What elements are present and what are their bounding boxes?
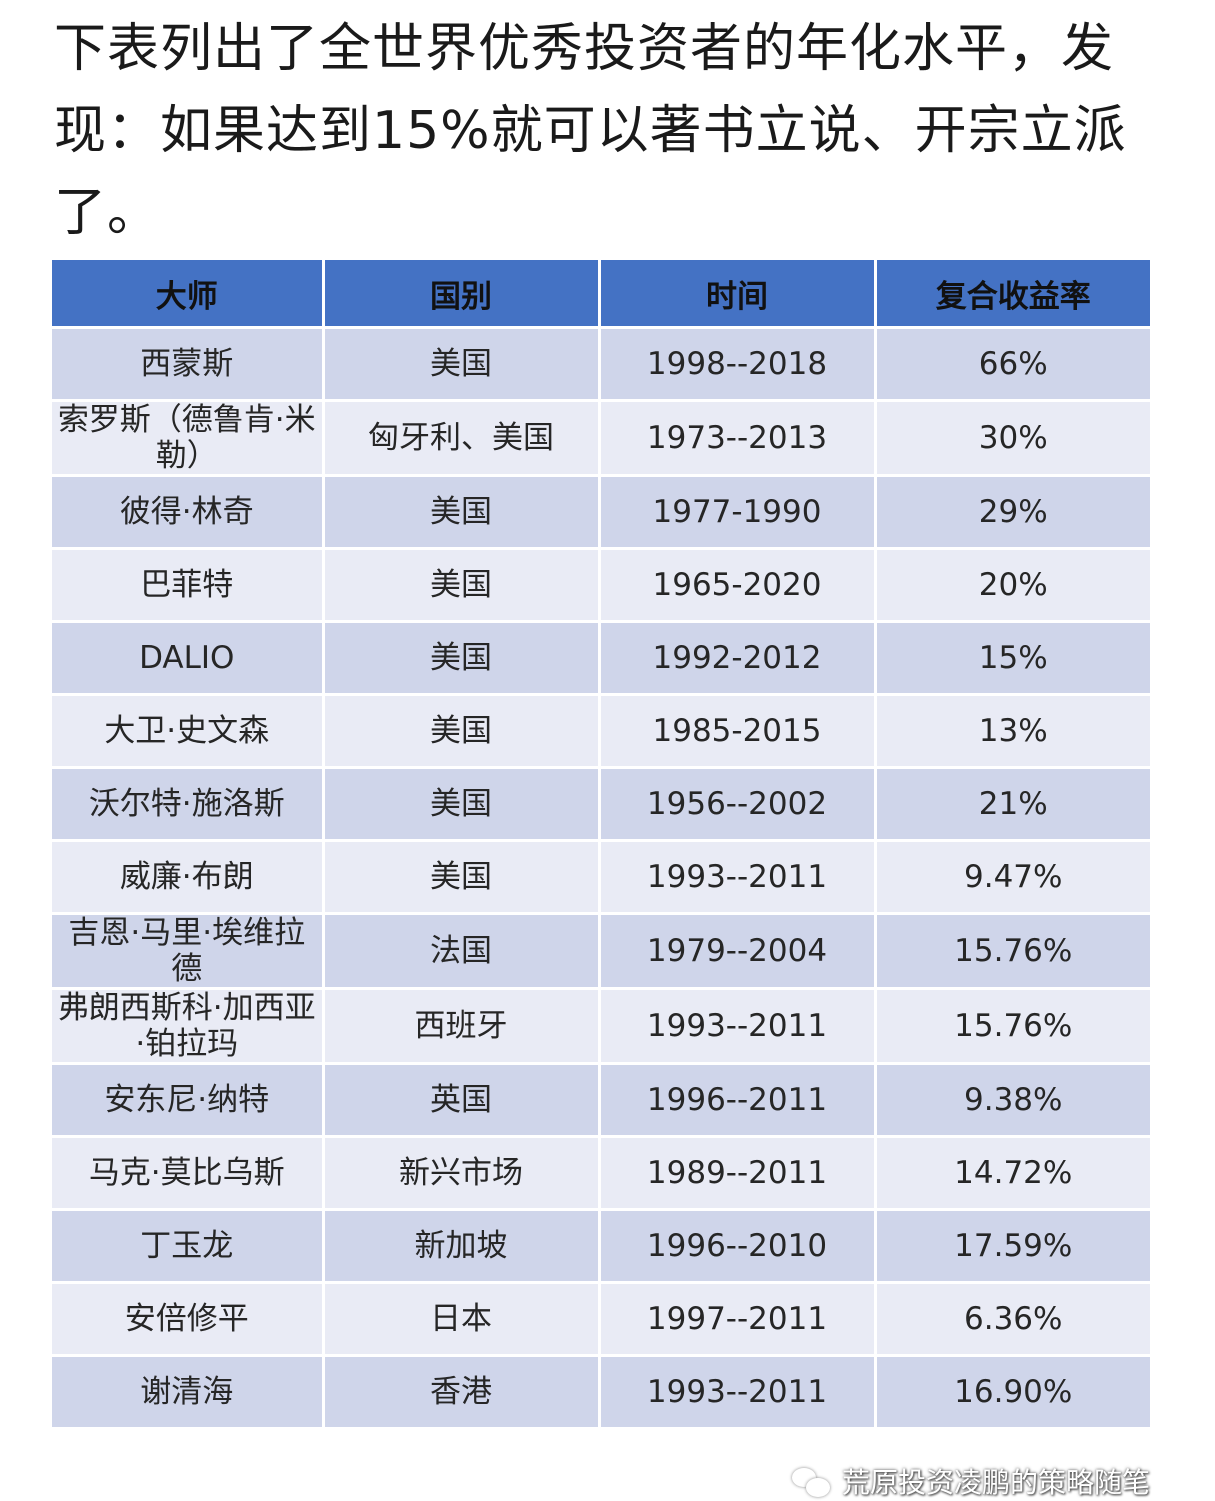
cell-master: 吉恩·马里·埃维拉德 <box>52 912 325 990</box>
cell-period: 1996--2011 <box>597 1062 877 1138</box>
table-row: 巴菲特 美国 1965-2020 20% <box>52 547 1150 623</box>
watermark: 荒原投资凌鹏的策略随笔 <box>791 1466 1150 1499</box>
cell-master: 谢清海 <box>52 1354 325 1430</box>
watermark-text: 荒原投资凌鹏的策略随笔 <box>841 1466 1150 1499</box>
wechat-icon <box>791 1468 832 1498</box>
table-row: 丁玉龙 新加坡 1996--2010 17.59% <box>52 1208 1150 1284</box>
table-row: 沃尔特·施洛斯 美国 1956--2002 21% <box>52 766 1150 842</box>
table-header-row: 大师 国别 时间 复合收益率 <box>52 260 1150 329</box>
cell-master: 弗朗西斯科·加西亚·铂拉玛 <box>52 987 325 1065</box>
cell-period: 1993--2011 <box>597 987 877 1065</box>
table-row: 马克·莫比乌斯 新兴市场 1989--2011 14.72% <box>52 1135 1150 1211</box>
cell-period: 1997--2011 <box>597 1281 877 1357</box>
cell-master: 丁玉龙 <box>52 1208 325 1284</box>
cell-master: 大卫·史文森 <box>52 693 325 769</box>
cell-country: 美国 <box>321 766 601 842</box>
table-row: DALIO 美国 1992-2012 15% <box>52 620 1150 696</box>
table-row: 索罗斯（德鲁肯·米勒） 匈牙利、美国 1973--2013 30% <box>52 399 1150 477</box>
header-country: 国别 <box>321 260 601 329</box>
cell-master: 安东尼·纳特 <box>52 1062 325 1138</box>
cell-country: 英国 <box>321 1062 601 1138</box>
cell-master: 马克·莫比乌斯 <box>52 1135 325 1211</box>
cell-master: 西蒙斯 <box>52 326 325 402</box>
cell-master: DALIO <box>52 620 325 696</box>
cell-country: 美国 <box>321 620 601 696</box>
table-row: 威廉·布朗 美国 1993--2011 9.47% <box>52 839 1150 915</box>
cell-period: 1956--2002 <box>597 766 877 842</box>
table-row: 安东尼·纳特 英国 1996--2011 9.38% <box>52 1062 1150 1138</box>
cell-master: 安倍修平 <box>52 1281 325 1357</box>
table-row: 弗朗西斯科·加西亚·铂拉玛 西班牙 1993--2011 15.76% <box>52 987 1150 1065</box>
cell-return: 20% <box>873 547 1150 623</box>
cell-master: 彼得·林奇 <box>52 474 325 550</box>
header-period: 时间 <box>597 260 877 329</box>
cell-period: 1993--2011 <box>597 1354 877 1430</box>
cell-country: 美国 <box>321 839 601 915</box>
cell-period: 1992-2012 <box>597 620 877 696</box>
cell-return: 16.90% <box>873 1354 1150 1430</box>
cell-country: 美国 <box>321 326 601 402</box>
header-master: 大师 <box>52 260 325 329</box>
cell-master: 威廉·布朗 <box>52 839 325 915</box>
intro-paragraph: 下表列出了全世界优秀投资者的年化水平，发现：如果达到15%就可以著书立说、开宗立… <box>54 19 1127 243</box>
cell-return: 6.36% <box>873 1281 1150 1357</box>
investor-returns-table: 大师 国别 时间 复合收益率 西蒙斯 美国 1998--2018 66% 索罗斯（德鲁肯… <box>52 260 1150 1430</box>
cell-return: 21% <box>873 766 1150 842</box>
cell-master: 索罗斯（德鲁肯·米勒） <box>52 399 325 477</box>
cell-return: 15.76% <box>873 912 1150 990</box>
cell-country: 西班牙 <box>321 987 601 1065</box>
table-row: 西蒙斯 美国 1998--2018 66% <box>52 326 1150 402</box>
cell-return: 66% <box>873 326 1150 402</box>
table-row: 彼得·林奇 美国 1977-1990 29% <box>52 474 1150 550</box>
cell-master: 沃尔特·施洛斯 <box>52 766 325 842</box>
cell-return: 15.76% <box>873 987 1150 1065</box>
cell-period: 1993--2011 <box>597 839 877 915</box>
cell-return: 29% <box>873 474 1150 550</box>
cell-return: 14.72% <box>873 1135 1150 1211</box>
cell-master: 巴菲特 <box>52 547 325 623</box>
cell-period: 1977-1990 <box>597 474 877 550</box>
cell-country: 美国 <box>321 693 601 769</box>
cell-return: 13% <box>873 693 1150 769</box>
cell-country: 新兴市场 <box>321 1135 601 1211</box>
table-row: 吉恩·马里·埃维拉德 法国 1979--2004 15.76% <box>52 912 1150 990</box>
cell-period: 1979--2004 <box>597 912 877 990</box>
cell-country: 日本 <box>321 1281 601 1357</box>
cell-period: 1985-2015 <box>597 693 877 769</box>
cell-country: 美国 <box>321 474 601 550</box>
cell-period: 1989--2011 <box>597 1135 877 1211</box>
cell-return: 17.59% <box>873 1208 1150 1284</box>
cell-country: 新加坡 <box>321 1208 601 1284</box>
cell-period: 1973--2013 <box>597 399 877 477</box>
cell-period: 1998--2018 <box>597 326 877 402</box>
cell-country: 法国 <box>321 912 601 990</box>
cell-country: 香港 <box>321 1354 601 1430</box>
header-return: 复合收益率 <box>873 260 1150 329</box>
cell-country: 美国 <box>321 547 601 623</box>
table-row: 安倍修平 日本 1997--2011 6.36% <box>52 1281 1150 1357</box>
cell-country: 匈牙利、美国 <box>321 399 601 477</box>
cell-return: 9.38% <box>873 1062 1150 1138</box>
cell-return: 30% <box>873 399 1150 477</box>
cell-return: 9.47% <box>873 839 1150 915</box>
cell-return: 15% <box>873 620 1150 696</box>
cell-period: 1965-2020 <box>597 547 877 623</box>
table-row: 大卫·史文森 美国 1985-2015 13% <box>52 693 1150 769</box>
table-row: 谢清海 香港 1993--2011 16.90% <box>52 1354 1150 1430</box>
cell-period: 1996--2010 <box>597 1208 877 1284</box>
